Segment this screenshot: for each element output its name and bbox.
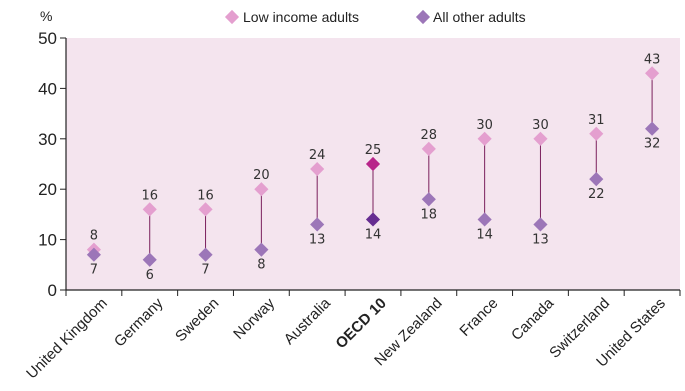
marker-low-income-switzerland: [589, 126, 604, 141]
data-label-all-other-oecd-10: 14: [365, 227, 382, 242]
legend-item-all-other: All other adults: [415, 9, 526, 25]
y-tick-label-0: 0: [48, 281, 57, 300]
legend-marker-low-income: [224, 9, 240, 25]
data-label-low-income-canada: 30: [532, 118, 549, 133]
x-tick-label-canada: Canada: [508, 294, 558, 344]
legend-marker-all-other: [415, 9, 431, 25]
marker-all-other-france: [477, 212, 492, 227]
marker-all-other-oecd-10: [365, 212, 381, 227]
y-tick-label-30: 30: [38, 130, 57, 149]
y-tick-label-20: 20: [38, 180, 57, 199]
data-label-low-income-germany: 16: [141, 188, 158, 203]
connector-lines: [93, 73, 653, 260]
data-label-low-income-australia: 24: [309, 148, 326, 163]
data-label-all-other-canada: 13: [532, 232, 549, 247]
data-label-low-income-new-zealand: 28: [421, 128, 438, 143]
legend-label-all-other: All other adults: [433, 9, 526, 25]
marker-all-other-norway: [254, 242, 269, 257]
x-tick-label-australia: Australia: [281, 294, 335, 348]
marker-all-other-australia: [310, 217, 325, 232]
data-label-low-income-united-kingdom: 8: [90, 229, 98, 244]
legend: Low income adults All other adults: [224, 9, 526, 25]
marker-low-income-oecd-10: [365, 156, 381, 172]
y-tick-label-10: 10: [38, 231, 57, 250]
x-tick-label-united-kingdom: United Kingdom: [23, 295, 110, 382]
data-label-low-income-france: 30: [476, 118, 493, 133]
data-label-all-other-france: 14: [476, 227, 493, 242]
data-label-all-other-switzerland: 22: [588, 187, 605, 202]
x-tick-label-france: France: [456, 295, 501, 340]
data-label-all-other-germany: 6: [146, 268, 154, 283]
marker-low-income-germany: [142, 202, 157, 217]
marker-low-income-sweden: [198, 202, 213, 217]
marker-all-other-canada: [533, 217, 548, 232]
marker-all-other-united-states: [645, 121, 660, 136]
data-label-all-other-sweden: 7: [201, 263, 209, 278]
y-axis-unit: %: [40, 8, 52, 24]
marker-low-income-new-zealand: [421, 141, 436, 156]
marker-all-other-switzerland: [589, 172, 604, 187]
marker-low-income-france: [477, 131, 492, 146]
marker-low-income-norway: [254, 182, 269, 197]
data-label-low-income-united-states: 43: [644, 52, 661, 67]
legend-label-low-income: Low income adults: [243, 9, 359, 25]
marker-all-other-sweden: [198, 247, 213, 262]
data-label-all-other-norway: 8: [257, 258, 265, 273]
y-tick-label-40: 40: [38, 79, 57, 98]
legend-item-low-income: Low income adults: [224, 9, 359, 25]
data-labels: 8 7 16 6 16 7 20 8 24 13 25 14 28 18 30 14 30 13 31 22 43 32: [90, 52, 661, 282]
data-label-all-other-australia: 13: [309, 232, 326, 247]
marker-low-income-australia: [310, 161, 325, 177]
data-label-all-other-new-zealand: 18: [421, 207, 438, 222]
data-label-low-income-norway: 20: [253, 168, 270, 183]
y-axis-ticks: 0 10 20 30 40 50: [38, 29, 66, 300]
data-label-all-other-united-states: 32: [644, 137, 661, 152]
marker-all-other-germany: [142, 252, 157, 267]
data-label-low-income-sweden: 16: [197, 188, 214, 203]
data-label-low-income-switzerland: 31: [588, 113, 605, 128]
x-tick-label-sweden: Sweden: [172, 295, 222, 345]
marker-low-income-canada: [533, 131, 548, 146]
x-tick-label-germany: Germany: [111, 294, 167, 350]
y-tick-label-50: 50: [38, 29, 57, 48]
x-tick-label-norway: Norway: [230, 294, 278, 342]
marker-low-income-united-states: [645, 66, 660, 81]
x-tick-label-oecd-10: OECD 10: [332, 295, 389, 352]
data-label-all-other-united-kingdom: 7: [90, 263, 98, 278]
x-axis-ticks: United Kingdom Germany Sweden Norway Austral…: [23, 290, 681, 382]
marker-all-other-new-zealand: [421, 192, 436, 207]
data-markers: [86, 66, 660, 267]
data-label-low-income-oecd-10: 25: [365, 143, 382, 158]
